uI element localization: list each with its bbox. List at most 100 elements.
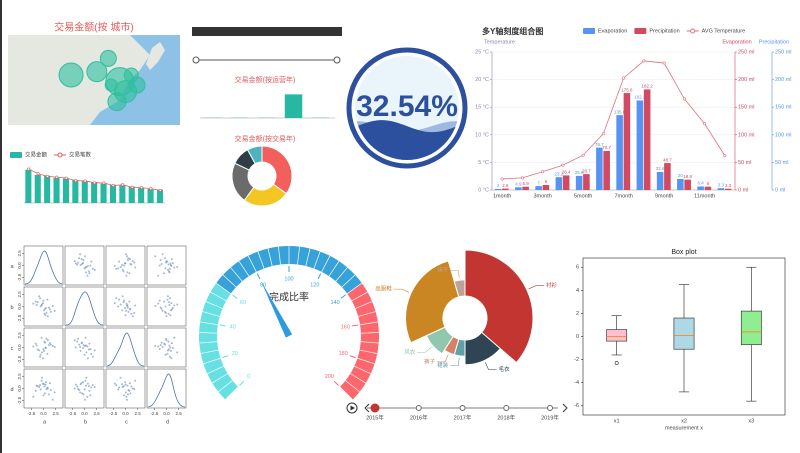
line-point: [723, 154, 727, 158]
edge-bar: [0, 0, 2, 453]
gauge-split: [297, 246, 300, 265]
bar: [53, 177, 60, 203]
bar: [616, 115, 623, 190]
data-label: 28.7: [582, 168, 591, 173]
scatter-point: [173, 304, 176, 307]
line-point: [36, 172, 40, 176]
scatter-point: [41, 351, 44, 354]
line-point: [74, 179, 78, 183]
bar: [684, 179, 691, 190]
x-tick-label: -2.5: [27, 411, 35, 416]
scatter-point: [89, 394, 92, 397]
bar: [284, 94, 303, 118]
timeline-node[interactable]: [547, 405, 553, 411]
x-tick-label: 7month: [614, 193, 632, 199]
timeline-node[interactable]: [459, 405, 466, 411]
scatter-point: [73, 260, 76, 263]
scatter-point: [176, 303, 179, 306]
scatter-point: [82, 344, 85, 347]
scatter-point: [39, 353, 42, 356]
scatter-point: [154, 345, 157, 348]
data-label: 23.2: [554, 171, 563, 176]
gauge-split: [222, 274, 237, 288]
scatter-point: [125, 274, 128, 277]
scatter-point: [83, 388, 86, 391]
scatter-point: [130, 312, 133, 315]
scatter-point: [165, 311, 168, 314]
bar: [562, 175, 570, 190]
data-label: 2.6: [502, 183, 509, 188]
scatter-point: [35, 384, 38, 387]
legend-swatch: [690, 28, 696, 34]
bar: [494, 188, 502, 190]
y-axis-title: b: [10, 305, 13, 311]
x-tick-label: 2.5: [94, 411, 101, 416]
scatter-point: [91, 384, 94, 387]
line-point: [55, 175, 59, 179]
y-tick-label: 150 ml: [775, 105, 792, 111]
legend-label: Precipitation: [649, 28, 679, 34]
y-axis-title: a: [10, 264, 14, 270]
scatter-point: [133, 261, 136, 264]
legend-label: Evaporation: [598, 28, 627, 34]
prev-button[interactable]: [364, 403, 370, 413]
bar: [596, 147, 603, 190]
scatter-point: [161, 309, 164, 312]
data-label: 6: [707, 181, 710, 186]
tick-mark: [317, 273, 322, 280]
chart-title: 多Y轴刻度组合图: [482, 26, 543, 36]
slider-handle[interactable]: [333, 56, 341, 64]
pie-slice: [246, 145, 263, 165]
scatter-point: [131, 260, 134, 263]
scatter-point: [113, 264, 116, 267]
play-icon: [350, 405, 355, 411]
scatter-point: [51, 398, 54, 401]
scatter-point: [74, 262, 77, 265]
cell-frame: [23, 368, 64, 409]
scatter-point: [77, 387, 80, 390]
kde-curve: [24, 250, 63, 285]
slider-handle[interactable]: [192, 56, 200, 64]
scatter-point: [42, 382, 45, 385]
scatter-point: [85, 351, 88, 354]
scatter-point: [165, 315, 168, 318]
axis-title: Evaporation: [722, 39, 751, 45]
scatter-point: [163, 300, 166, 303]
scatter-point: [170, 264, 173, 267]
y-tick-label: -6: [574, 403, 579, 409]
timeline-node[interactable]: [370, 403, 380, 413]
timeline-node[interactable]: [415, 405, 422, 411]
scatter-point: [38, 295, 41, 298]
gauge-split: [328, 260, 340, 277]
bubble: [104, 78, 118, 92]
scatter-point: [77, 337, 80, 340]
bar: [555, 177, 563, 190]
gauge-tick-label: 160: [341, 325, 350, 331]
data-label: 9: [545, 179, 548, 184]
bar: [522, 186, 529, 190]
scatter-point: [32, 395, 35, 398]
scatter-point: [129, 392, 132, 395]
scatter-point: [126, 306, 129, 309]
scatter-point: [38, 349, 41, 352]
scatter-point: [124, 253, 127, 256]
scatter-point: [117, 388, 120, 391]
line-point: [682, 97, 686, 101]
scatter-point: [76, 385, 79, 388]
gauge-split: [210, 291, 227, 302]
y-tick-label: -2.5: [17, 273, 22, 281]
y-axis-title: d: [10, 387, 13, 393]
gauge-split: [359, 349, 378, 354]
y-tick-label: 50 ml: [775, 160, 788, 166]
scatter-point: [115, 297, 118, 300]
box: [740, 310, 762, 345]
timeline-node[interactable]: [503, 405, 510, 411]
liquid-ring: [346, 47, 468, 169]
scatter-point: [35, 304, 38, 307]
scatter-point: [41, 376, 44, 379]
play-button[interactable]: [346, 402, 358, 414]
tabs[interactable]: [192, 27, 342, 36]
next-button[interactable]: [562, 403, 568, 413]
chart-title: Box plot: [671, 249, 696, 256]
gauge-tick-label: 40: [230, 325, 236, 331]
